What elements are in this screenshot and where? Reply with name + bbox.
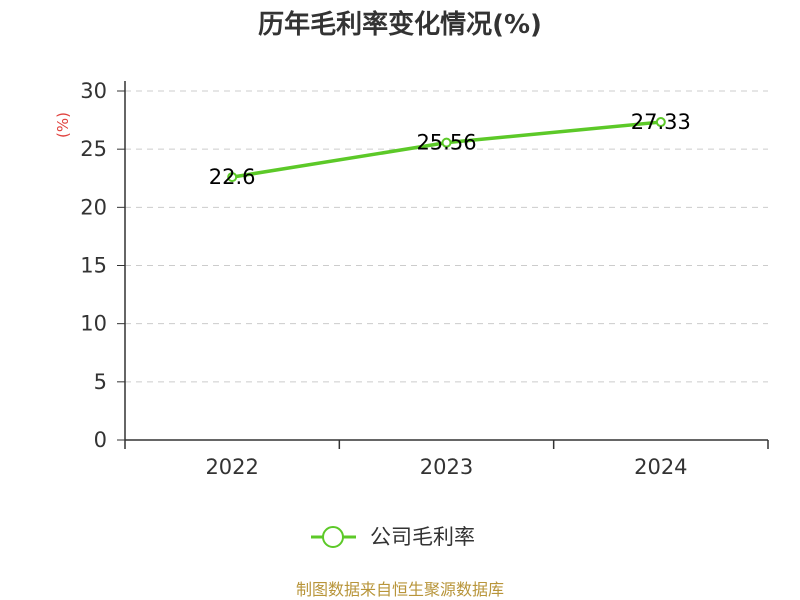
- y-axis-unit-label: (%): [54, 112, 72, 138]
- data-point: [227, 172, 238, 183]
- y-tick-label: 15: [80, 254, 107, 278]
- y-tick-label: 20: [80, 195, 107, 219]
- x-tick-label: 2024: [634, 455, 687, 479]
- y-tick-label: 10: [80, 312, 107, 336]
- data-label: 25.56: [416, 131, 476, 155]
- y-tick-label: 25: [80, 137, 107, 161]
- data-label: 22.6: [209, 165, 256, 189]
- x-axis-ticks: 2022 2023 2024: [124, 440, 769, 479]
- data-point: [441, 137, 452, 148]
- gridlines: [125, 90, 768, 383]
- y-tick-label: 30: [80, 79, 107, 103]
- axes: [124, 81, 768, 441]
- legend[interactable]: 公司毛利率: [311, 525, 475, 549]
- y-axis-ticks: 0 5 10 15 20 25 30: [80, 79, 125, 452]
- y-tick-label: 5: [94, 370, 107, 394]
- y-tick-label: 0: [94, 428, 107, 452]
- source-note: 制图数据来自恒生聚源数据库: [296, 580, 504, 599]
- x-tick-label: 2022: [205, 455, 258, 479]
- legend-label: 公司毛利率: [370, 525, 475, 549]
- data-labels: 22.6 25.56 27.33: [209, 110, 691, 189]
- legend-circle-marker: [322, 526, 344, 548]
- data-label: 27.33: [631, 110, 691, 134]
- series-layer: [227, 117, 666, 183]
- chart-title: 历年毛利率变化情况(%): [258, 9, 542, 40]
- x-tick-label: 2023: [420, 455, 473, 479]
- data-point: [655, 117, 666, 128]
